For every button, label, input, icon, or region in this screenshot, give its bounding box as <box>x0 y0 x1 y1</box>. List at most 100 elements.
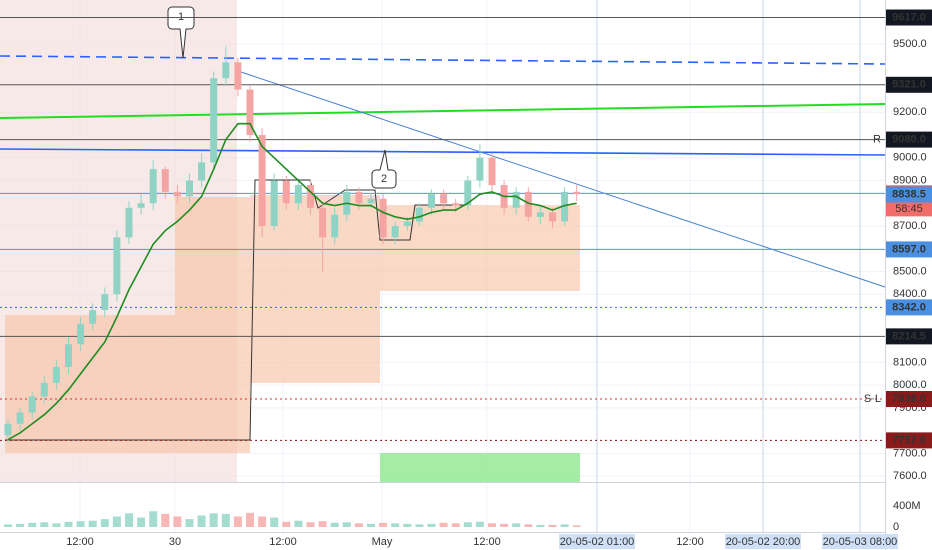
trend-down <box>234 69 886 288</box>
candle-body <box>186 180 193 197</box>
candle-body <box>52 366 60 383</box>
level-tag: R <box>873 134 881 146</box>
candle-body <box>440 194 448 204</box>
candle-body <box>258 135 266 226</box>
volume-bar <box>500 523 509 527</box>
candle-body <box>234 62 242 90</box>
candle-body <box>367 198 375 204</box>
volume-bar <box>294 520 303 527</box>
trend-blue <box>0 148 886 156</box>
candle-body <box>549 212 556 222</box>
price-badge <box>886 9 932 26</box>
candle-body <box>524 191 532 217</box>
volume-bar <box>572 525 581 527</box>
volume-bar <box>354 523 363 527</box>
candle-body <box>452 203 460 206</box>
time-badge <box>559 534 635 549</box>
candle-body <box>464 180 472 206</box>
price-badge <box>886 432 932 449</box>
price-badge-label: 8214.5 <box>892 330 926 342</box>
volume-bar <box>100 519 109 527</box>
volume-bar <box>548 524 557 527</box>
candle-body <box>294 185 302 204</box>
candle-body <box>77 323 85 345</box>
candle-body <box>4 423 12 436</box>
candle-body <box>89 310 97 324</box>
volume-bar <box>282 521 291 527</box>
volume-bar <box>88 520 97 527</box>
candle-body <box>173 191 181 197</box>
volume-bar <box>451 523 460 527</box>
volume-bar <box>415 524 424 527</box>
price-badge-label: 8342.0 <box>892 301 926 313</box>
volume-tick-label: 400M <box>893 500 921 512</box>
volume-bar <box>209 513 218 527</box>
volume-bar <box>379 522 388 527</box>
candle-body <box>355 191 363 204</box>
price-badge-label: 7757.0 <box>892 434 926 446</box>
candle-body <box>403 221 411 226</box>
candle-body <box>282 180 290 204</box>
y-tick-label: 8000.0 <box>893 379 927 391</box>
price-badge <box>886 131 932 148</box>
x-tick-label: 12:00 <box>676 536 704 548</box>
volume-bar <box>391 523 400 527</box>
candle-body <box>331 214 339 238</box>
y-tick-label: 7600.0 <box>893 470 927 482</box>
callout-label: 2 <box>381 173 387 185</box>
volume-bar <box>512 523 521 527</box>
candle-body <box>198 162 206 181</box>
callout-1: 1 <box>167 6 195 59</box>
target-zone <box>380 453 580 482</box>
candle-body <box>512 191 520 208</box>
volume-bar <box>233 516 242 527</box>
candle-body <box>270 180 278 226</box>
volume-bar <box>161 513 170 527</box>
volume-bar <box>536 524 545 527</box>
volume-bar <box>4 524 12 527</box>
x-tick-label: 12:00 <box>66 536 94 548</box>
volume-bar <box>367 523 375 527</box>
price-badge <box>886 76 932 93</box>
time-badge <box>725 534 801 549</box>
price-badge <box>886 299 932 316</box>
volume-bar <box>427 523 436 527</box>
candle-body <box>65 344 72 367</box>
price-badge-label: 7939.0 <box>892 393 926 405</box>
y-tick-label: 9200.0 <box>893 106 927 118</box>
y-tick-label: 8400.0 <box>893 288 927 300</box>
volume-bar <box>137 517 146 527</box>
volume-bar <box>197 515 206 527</box>
candle-body <box>161 169 169 192</box>
candle-body <box>488 157 496 186</box>
candle-body <box>16 412 24 424</box>
price-badge <box>886 391 932 408</box>
price-badge <box>886 328 932 345</box>
volume-bar <box>28 522 37 527</box>
volume-bar <box>64 521 73 527</box>
x-tick-label: May <box>372 536 393 548</box>
volume-bar <box>185 519 194 527</box>
price-badge-label: 8838.5 <box>892 188 926 200</box>
x-tick-label: 12:00 <box>473 536 501 548</box>
candle-body <box>415 207 423 222</box>
price-badge <box>886 186 932 203</box>
x-tick-label: 20-05-03 08:00 <box>823 536 898 548</box>
volume-bar <box>40 522 49 527</box>
volume-bar <box>16 523 25 527</box>
step-line <box>5 179 470 441</box>
volume-bar <box>403 523 412 527</box>
volume-bar <box>306 522 315 527</box>
volume-bar <box>173 516 182 527</box>
volume-bar <box>221 513 230 527</box>
trend-green <box>0 103 886 119</box>
volume-bar <box>330 522 339 527</box>
price-badge-label: 9321.0 <box>892 79 926 91</box>
volume-bar <box>463 522 472 527</box>
candle-body <box>40 382 48 397</box>
y-tick-label: 8100.0 <box>893 356 927 368</box>
candle-body <box>573 191 581 195</box>
x-tick-label: 12:00 <box>269 536 297 548</box>
candle-body <box>210 78 218 163</box>
candle-body <box>101 294 109 311</box>
